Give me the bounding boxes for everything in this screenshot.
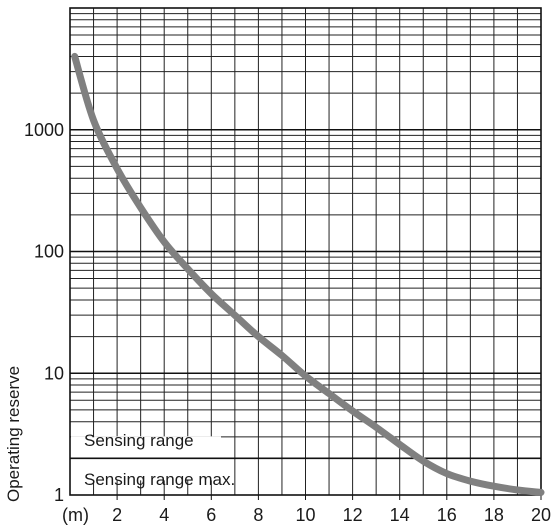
x-tick-label: 6 bbox=[206, 505, 216, 525]
sensing-range-max-label: Sensing range max. bbox=[84, 470, 235, 489]
y-tick-labels: 1 10 100 1000 bbox=[24, 120, 64, 505]
y-axis-title: Operating reserve bbox=[4, 366, 23, 502]
plot-frame bbox=[69, 7, 542, 500]
y-tick-label: 1000 bbox=[24, 120, 64, 140]
x-tick-label: 16 bbox=[437, 505, 457, 525]
x-tick-label: 10 bbox=[295, 505, 315, 525]
y-tick-label: 1 bbox=[54, 485, 64, 505]
x-tick-labels: 2 4 6 8 10 12 14 16 18 20 bbox=[112, 505, 551, 525]
x-tick-label: 12 bbox=[343, 505, 363, 525]
x-tick-label: 2 bbox=[112, 505, 122, 525]
x-unit-label: (m) bbox=[62, 505, 89, 525]
x-tick-label: 20 bbox=[531, 505, 551, 525]
series-line bbox=[71, 52, 545, 496]
x-tick-label: 18 bbox=[484, 505, 504, 525]
series-group bbox=[71, 52, 545, 496]
threshold-line-group bbox=[70, 436, 541, 481]
y-tick-label: 10 bbox=[44, 363, 64, 383]
y-tick-label: 100 bbox=[34, 242, 64, 262]
x-tick-label: 8 bbox=[253, 505, 263, 525]
x-tick-label: 4 bbox=[159, 505, 169, 525]
sensing-range-label: Sensing range bbox=[84, 431, 194, 450]
x-tick-label: 14 bbox=[390, 505, 410, 525]
